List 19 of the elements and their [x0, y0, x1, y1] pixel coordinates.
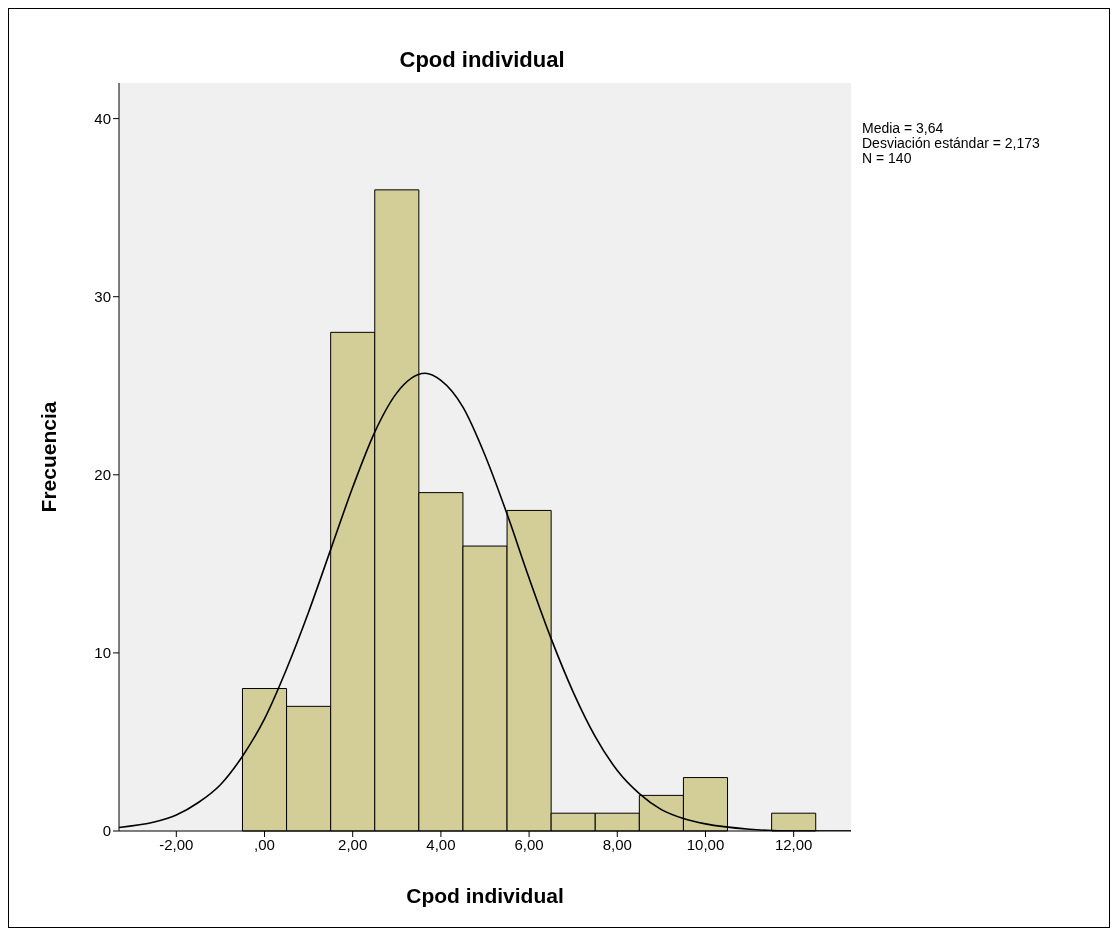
text: N = 140 — [862, 150, 913, 166]
y-tick-label: 30 — [94, 288, 111, 306]
y-tick-label: 20 — [94, 466, 111, 484]
x-tick-label: 6,00 — [514, 835, 544, 853]
text: Desviación estándar = 2,173 — [862, 135, 1040, 151]
x-tick-label: 4,00 — [426, 835, 456, 853]
y-tick-label: 0 — [102, 822, 111, 840]
chart-title: Cpod individual — [398, 47, 566, 73]
x-tick-label: ,00 — [254, 835, 275, 853]
y-axis-title: Frecuencia — [37, 401, 61, 513]
x-tick-label: 10,00 — [686, 835, 725, 853]
x-tick-label: -2,00 — [159, 835, 194, 853]
x-tick-label: 8,00 — [602, 835, 632, 853]
x-tick-label: 12,00 — [774, 835, 813, 853]
x-axis-title: Cpod individual — [406, 884, 564, 907]
x-tick-label: 2,00 — [338, 835, 368, 853]
y-tick-label: 40 — [94, 109, 111, 127]
text: Media = 3,64 — [862, 120, 945, 136]
y-tick-label: 10 — [94, 644, 111, 662]
